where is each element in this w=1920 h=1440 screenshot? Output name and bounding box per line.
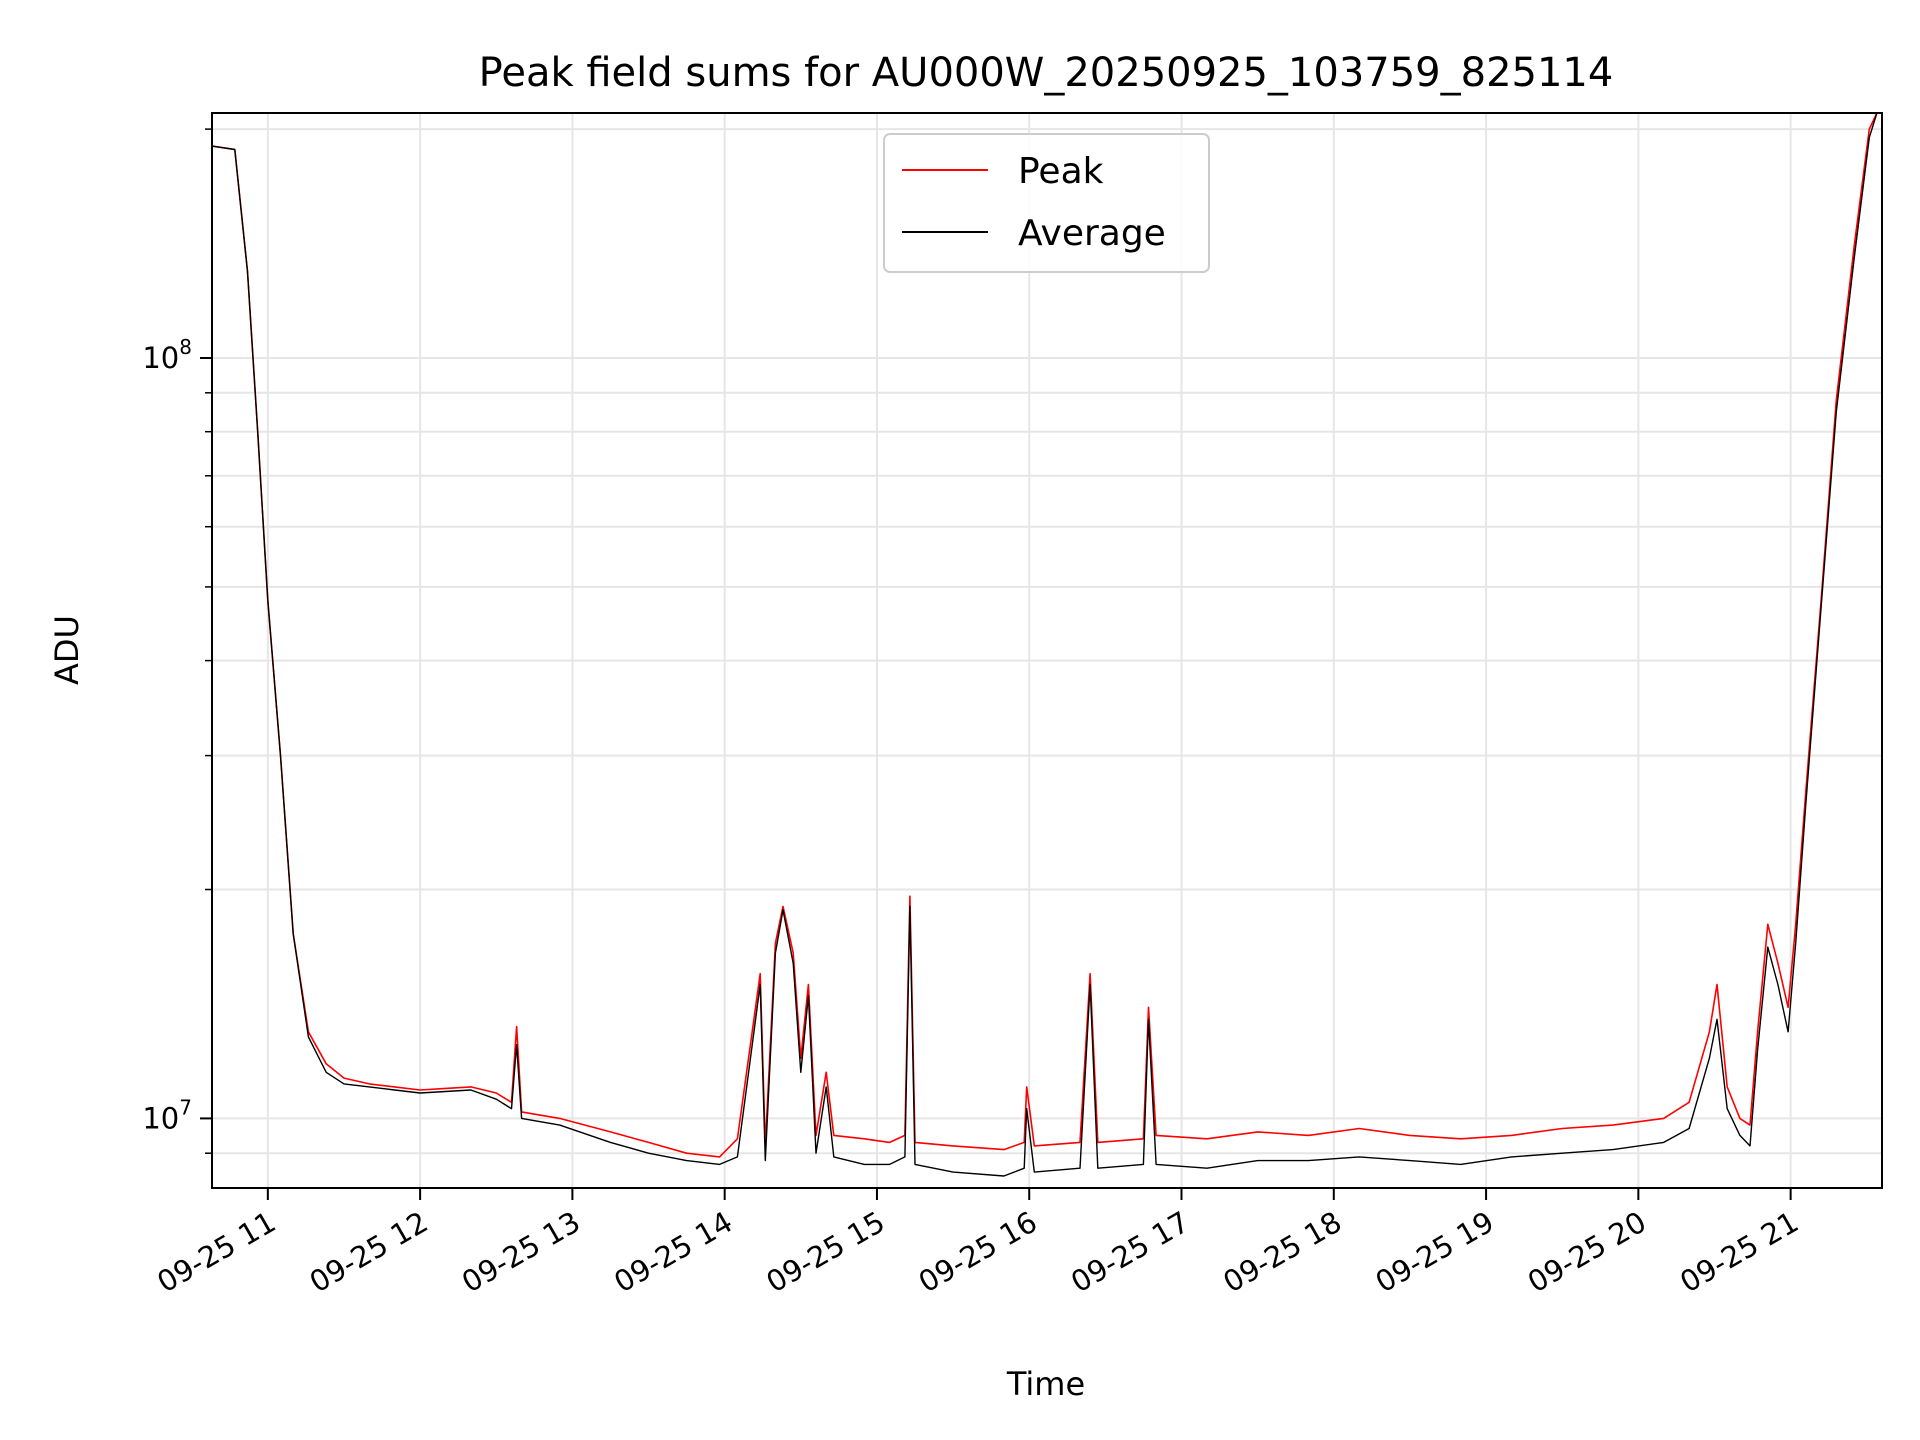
legend-label-average: Average [1018,213,1166,254]
y-tick-label: 107 [142,1095,192,1135]
series-line-average [212,113,1878,1177]
series-layer [212,113,1878,1177]
chart-title: Peak field sums for AU000W_20250925_1037… [479,50,1614,96]
legend: Peak Average [883,133,1210,273]
x-axis-label: Time [1006,1365,1085,1403]
y-tick-label: 108 [142,335,192,375]
legend-box [883,133,1210,273]
plot-frame [211,112,1883,1189]
legend-label-peak: Peak [1018,151,1104,192]
y-axis-label: ADU [48,615,86,685]
